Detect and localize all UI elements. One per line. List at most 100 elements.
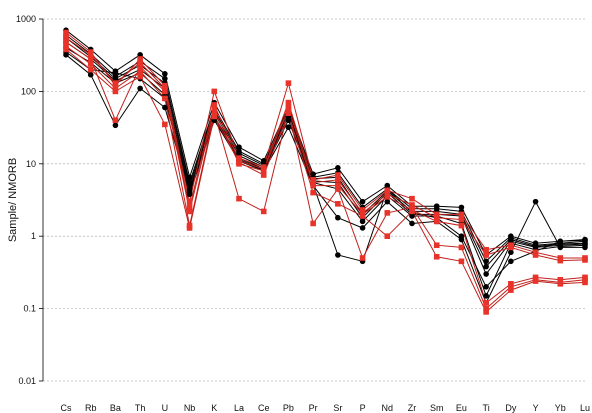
red-square-point bbox=[458, 216, 465, 223]
y-tick-label: 10 bbox=[26, 159, 36, 169]
red-square-point bbox=[458, 244, 465, 251]
red-square-point bbox=[285, 110, 292, 116]
black-circle-point bbox=[137, 85, 143, 92]
red-square-point bbox=[458, 222, 465, 229]
red-square-point bbox=[433, 214, 440, 221]
black-circle-point bbox=[508, 258, 514, 265]
red-square-point bbox=[508, 287, 514, 293]
black-circle-point bbox=[557, 244, 564, 251]
black-circle-point bbox=[335, 214, 341, 221]
red-square-point bbox=[359, 255, 366, 261]
black-circle-point bbox=[483, 293, 489, 299]
x-tick-label-nd: Nd bbox=[382, 403, 394, 413]
red-square-point bbox=[87, 61, 94, 67]
red-square-point bbox=[112, 117, 119, 124]
red-square-point bbox=[508, 281, 514, 287]
y-tick-label: 100 bbox=[21, 86, 36, 96]
black-series-line bbox=[65, 54, 585, 305]
red-square-point bbox=[211, 107, 218, 113]
red-square-point bbox=[137, 56, 143, 62]
series-lines bbox=[65, 29, 586, 313]
x-tick-label-eu: Eu bbox=[456, 403, 467, 413]
red-series-line bbox=[65, 37, 586, 262]
red-square-point bbox=[87, 52, 94, 58]
red-square-point bbox=[384, 194, 391, 200]
red-square-point bbox=[211, 102, 218, 108]
black-circle-point bbox=[285, 117, 292, 124]
red-square-point bbox=[63, 46, 69, 53]
black-circle-point bbox=[162, 104, 168, 111]
tick-labels: 1000 100 10 1 0.1 0.01 Cs Rb Ba Th U Nb K La Ce Pb Pr Sr P… bbox=[16, 14, 590, 413]
red-square-point bbox=[508, 284, 514, 290]
red-square-point bbox=[87, 66, 94, 73]
black-circle-point bbox=[359, 218, 366, 225]
red-square-point bbox=[162, 121, 168, 128]
x-tick-label-cs: Cs bbox=[61, 403, 72, 413]
x-tick-label-k: K bbox=[211, 403, 217, 413]
red-square-point bbox=[162, 85, 168, 92]
red-series-line bbox=[65, 49, 586, 313]
red-square-point bbox=[211, 113, 218, 120]
black-circle-point bbox=[162, 71, 168, 77]
red-square-point bbox=[137, 68, 143, 75]
red-square-point bbox=[211, 110, 218, 116]
red-square-point bbox=[112, 88, 119, 95]
black-circle-point bbox=[458, 204, 465, 211]
red-square-point bbox=[186, 208, 193, 215]
red-square-point bbox=[285, 107, 292, 113]
x-tick-label-la: La bbox=[234, 403, 244, 413]
black-circle-point bbox=[557, 238, 564, 245]
black-circle-point bbox=[582, 244, 588, 251]
red-square-point bbox=[87, 49, 94, 55]
axes bbox=[39, 18, 44, 382]
black-circle-point bbox=[186, 189, 193, 196]
red-square-point bbox=[186, 204, 193, 211]
x-tick-label-ce: Ce bbox=[258, 403, 270, 413]
red-square-point bbox=[359, 207, 366, 213]
x-tick-label-ti: Ti bbox=[483, 403, 490, 413]
red-square-point bbox=[310, 189, 316, 196]
red-square-point bbox=[433, 242, 440, 249]
red-square-point bbox=[137, 59, 143, 66]
red-square-point bbox=[260, 172, 267, 178]
y-tick-label: 1000 bbox=[16, 14, 36, 24]
red-square-point bbox=[582, 257, 588, 263]
black-circle-point bbox=[236, 144, 242, 150]
red-square-point bbox=[63, 39, 69, 45]
red-square-point bbox=[162, 88, 168, 95]
red-square-point bbox=[63, 34, 69, 41]
red-square-point bbox=[335, 172, 341, 178]
x-tick-label-u: U bbox=[162, 403, 169, 413]
x-tick-label-nb: Nb bbox=[184, 403, 196, 413]
red-square-point bbox=[310, 220, 316, 227]
black-series-line bbox=[65, 37, 586, 268]
black-circle-point bbox=[483, 284, 489, 290]
red-square-point bbox=[260, 208, 267, 215]
x-tick-label-p: P bbox=[360, 403, 366, 413]
red-square-point bbox=[335, 177, 341, 183]
red-square-point bbox=[384, 233, 391, 239]
series-markers bbox=[63, 27, 588, 315]
black-circle-point bbox=[87, 71, 94, 78]
x-tick-label-sr: Sr bbox=[333, 403, 342, 413]
red-square-point bbox=[483, 246, 489, 253]
black-series-line bbox=[65, 51, 586, 288]
red-square-point bbox=[112, 80, 119, 86]
red-square-point bbox=[236, 195, 242, 202]
red-square-point bbox=[162, 95, 168, 102]
black-circle-point bbox=[483, 271, 489, 277]
red-square-point bbox=[260, 168, 267, 174]
y-tick-label: 0.1 bbox=[23, 304, 36, 314]
red-series-line bbox=[65, 45, 586, 310]
red-square-point bbox=[557, 257, 564, 264]
black-circle-point bbox=[285, 124, 292, 131]
red-square-point bbox=[211, 88, 218, 95]
x-tick-label-dy: Dy bbox=[505, 403, 516, 413]
red-square-point bbox=[409, 204, 415, 211]
red-square-point bbox=[483, 305, 489, 312]
black-circle-point bbox=[458, 233, 465, 239]
black-circle-point bbox=[409, 220, 415, 227]
red-square-point bbox=[458, 258, 465, 265]
red-square-point bbox=[236, 159, 242, 166]
